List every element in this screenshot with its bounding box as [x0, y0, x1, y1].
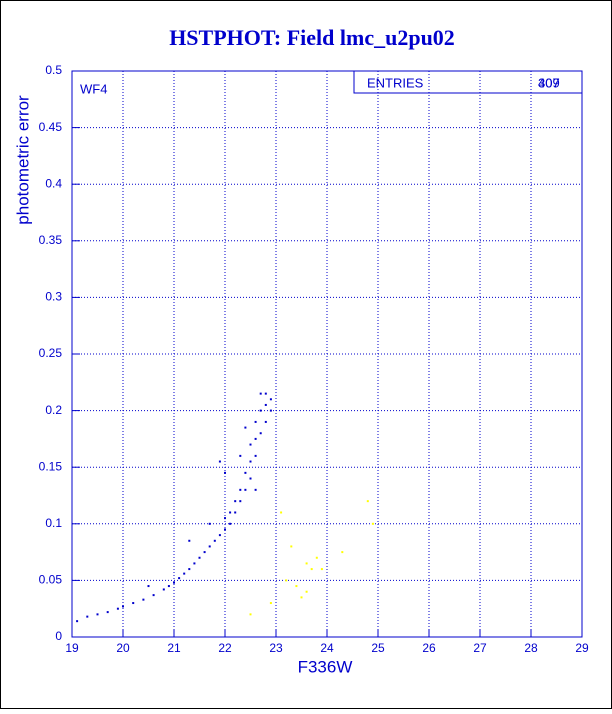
- point: [259, 409, 262, 412]
- point: [234, 500, 237, 503]
- point: [173, 581, 175, 584]
- point: [208, 545, 211, 548]
- x-tick-label: 28: [524, 641, 538, 655]
- y-tick-label: 0.15: [39, 459, 63, 473]
- point: [285, 579, 288, 582]
- x-tick-label: 29: [575, 641, 589, 655]
- y-tick-label: 0: [55, 629, 62, 643]
- point: [305, 590, 308, 593]
- y-axis-label: photometric error: [13, 95, 32, 225]
- point: [264, 403, 267, 406]
- point: [280, 511, 283, 514]
- point: [224, 528, 226, 531]
- point: [208, 522, 211, 525]
- point: [203, 551, 206, 554]
- point: [249, 613, 252, 616]
- point: [239, 488, 242, 491]
- point: [224, 471, 226, 474]
- point: [142, 598, 145, 601]
- point: [116, 607, 119, 610]
- annotation: WF4: [80, 81, 107, 96]
- point: [254, 488, 257, 491]
- x-tick-label: 21: [167, 641, 181, 655]
- point: [152, 594, 155, 597]
- y-tick-label: 0.45: [39, 120, 63, 134]
- point: [259, 392, 262, 395]
- point: [239, 454, 242, 457]
- point: [162, 588, 165, 591]
- point: [167, 585, 170, 588]
- point: [254, 437, 257, 440]
- x-tick-label: 24: [320, 641, 334, 655]
- y-tick-label: 0.2: [45, 403, 62, 417]
- point: [244, 426, 247, 429]
- point: [244, 488, 247, 491]
- y-tick-label: 0.4: [45, 176, 62, 190]
- x-tick-label: 19: [65, 641, 79, 655]
- point: [259, 432, 262, 435]
- point: [229, 511, 232, 514]
- x-tick-label: 26: [422, 641, 436, 655]
- point: [198, 556, 201, 559]
- y-tick-label: 0.3: [45, 290, 62, 304]
- point: [132, 602, 135, 605]
- point: [254, 454, 257, 457]
- stats-value: 409: [538, 75, 560, 90]
- point: [229, 522, 232, 525]
- point: [224, 517, 226, 520]
- point: [341, 551, 344, 554]
- point: [147, 585, 150, 588]
- point: [234, 511, 237, 514]
- point: [218, 534, 221, 537]
- point: [96, 613, 99, 616]
- point: [249, 443, 252, 446]
- point: [269, 398, 272, 401]
- x-tick-label: 20: [116, 641, 130, 655]
- point: [239, 500, 242, 503]
- plot-frame: [71, 70, 583, 638]
- point: [269, 602, 272, 605]
- point: [183, 572, 186, 575]
- point: [264, 392, 267, 395]
- point: [371, 522, 374, 525]
- point: [76, 620, 79, 623]
- point: [249, 477, 252, 480]
- point: [178, 577, 181, 580]
- y-tick-label: 0.1: [45, 516, 62, 530]
- point: [315, 556, 318, 559]
- point: [213, 539, 216, 542]
- point: [106, 611, 109, 614]
- y-tick-label: 0.05: [39, 573, 63, 587]
- point: [254, 420, 257, 423]
- point: [188, 539, 191, 542]
- stats-label: ENTRIES: [367, 75, 424, 90]
- point: [244, 471, 247, 474]
- x-tick-label: 22: [218, 641, 232, 655]
- point: [122, 605, 124, 608]
- point: [295, 585, 298, 588]
- point: [290, 545, 293, 548]
- point: [305, 562, 308, 565]
- point: [320, 568, 323, 571]
- point: [300, 596, 303, 599]
- x-tick-label: 27: [473, 641, 487, 655]
- point: [269, 409, 272, 412]
- x-tick-label: 23: [269, 641, 283, 655]
- point: [193, 562, 196, 565]
- point: [366, 500, 369, 503]
- stats-value: 307: [538, 75, 560, 90]
- chart-title: HSTPHOT: Field lmc_u2pu02: [169, 25, 455, 50]
- point: [218, 460, 221, 463]
- y-tick-label: 0.25: [39, 346, 63, 360]
- y-tick-label: 0.35: [39, 233, 63, 247]
- x-tick-label: 25: [371, 641, 385, 655]
- point: [249, 460, 252, 463]
- point: [188, 568, 191, 571]
- point: [264, 420, 267, 423]
- y-tick-label: 0.5: [45, 63, 62, 77]
- x-axis-label: F336W: [298, 657, 353, 676]
- point: [86, 615, 89, 618]
- point: [310, 568, 313, 571]
